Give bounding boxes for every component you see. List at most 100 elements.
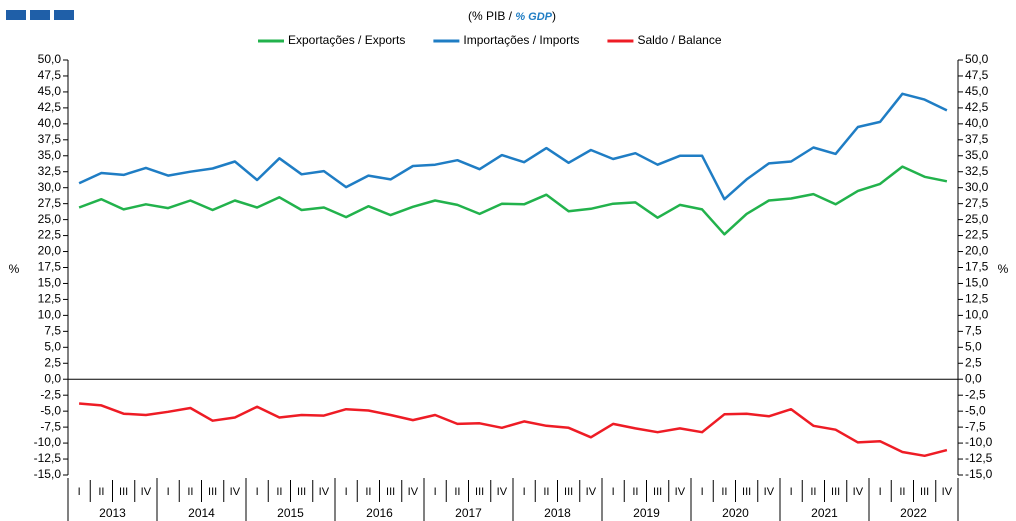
logo-block	[54, 10, 74, 20]
y2-tick-label: -7,5	[965, 419, 986, 433]
y-tick-label: 12,5	[38, 292, 62, 306]
y-tick-label: -2,5	[40, 387, 61, 401]
x-tick-label: II	[899, 486, 905, 498]
legend-label: Saldo / Balance	[637, 33, 721, 47]
x-tick-label: III	[475, 486, 484, 498]
y-tick-label: 0,0	[44, 371, 61, 385]
x-tick-label: IV	[764, 486, 775, 498]
x-tick-label: IV	[497, 486, 508, 498]
x-tick-label: II	[810, 486, 816, 498]
x-tick-label: IV	[230, 486, 241, 498]
y2-tick-label: 47,5	[965, 68, 989, 82]
x-tick-label: II	[365, 486, 371, 498]
x-tick-label: IV	[853, 486, 864, 498]
y-tick-label: 27,5	[38, 196, 62, 210]
x-tick-label: IV	[319, 486, 330, 498]
x-tick-label: II	[276, 486, 282, 498]
y-tick-label: 35,0	[38, 148, 62, 162]
y2-tick-label: -10,0	[965, 435, 993, 449]
y2-axis-label: %	[998, 262, 1009, 276]
x-tick-label: I	[790, 486, 793, 498]
year-label: 2021	[811, 506, 838, 520]
year-label: 2019	[633, 506, 660, 520]
series-line	[78, 402, 948, 458]
y-tick-label: 50,0	[38, 52, 62, 66]
series-line	[78, 92, 948, 201]
x-tick-label: III	[920, 486, 929, 498]
y-tick-label: 45,0	[38, 84, 62, 98]
x-tick-label: II	[632, 486, 638, 498]
y-tick-label: 17,5	[38, 260, 62, 274]
y-tick-label: 15,0	[38, 276, 62, 290]
y2-tick-label: 22,5	[965, 228, 989, 242]
x-tick-label: IV	[141, 486, 152, 498]
y2-tick-label: 37,5	[965, 132, 989, 146]
y2-tick-label: 45,0	[965, 84, 989, 98]
y-tick-label: 25,0	[38, 212, 62, 226]
y-tick-label: 40,0	[38, 116, 62, 130]
y-tick-label: 30,0	[38, 180, 62, 194]
x-tick-label: IV	[586, 486, 597, 498]
legend-label: Importações / Imports	[463, 33, 579, 47]
y-tick-label: -7,5	[40, 419, 61, 433]
x-tick-label: I	[612, 486, 615, 498]
x-tick-label: III	[297, 486, 306, 498]
year-label: 2014	[188, 506, 215, 520]
x-tick-label: IV	[942, 486, 953, 498]
y2-tick-label: 27,5	[965, 196, 989, 210]
y-tick-label: 42,5	[38, 100, 62, 114]
x-tick-label: II	[454, 486, 460, 498]
y-tick-label: -5,0	[40, 403, 61, 417]
x-tick-label: II	[187, 486, 193, 498]
x-tick-label: III	[119, 486, 128, 498]
x-tick-label: III	[386, 486, 395, 498]
y2-tick-label: 50,0	[965, 52, 989, 66]
x-tick-label: I	[523, 486, 526, 498]
year-label: 2015	[277, 506, 304, 520]
x-tick-label: III	[564, 486, 573, 498]
y-tick-label: -10,0	[34, 435, 62, 449]
year-label: 2018	[544, 506, 571, 520]
y-tick-label: 37,5	[38, 132, 62, 146]
x-tick-label: III	[208, 486, 217, 498]
y-tick-label: -12,5	[34, 451, 62, 465]
y2-tick-label: 32,5	[965, 164, 989, 178]
y2-tick-label: 12,5	[965, 292, 989, 306]
x-tick-label: IV	[675, 486, 686, 498]
x-tick-label: I	[879, 486, 882, 498]
y2-tick-label: 7,5	[965, 324, 982, 338]
y2-tick-label: 30,0	[965, 180, 989, 194]
y2-tick-label: -5,0	[965, 403, 986, 417]
y2-tick-label: 35,0	[965, 148, 989, 162]
x-tick-label: II	[98, 486, 104, 498]
y2-tick-label: 40,0	[965, 116, 989, 130]
y-axis-label: %	[9, 262, 20, 276]
y2-tick-label: 15,0	[965, 276, 989, 290]
year-label: 2016	[366, 506, 393, 520]
x-tick-label: I	[78, 486, 81, 498]
subtitle: (% PIB / % GDP)	[468, 9, 556, 23]
subtitle-part: (% PIB /	[468, 9, 515, 23]
y2-tick-label: 25,0	[965, 212, 989, 226]
x-tick-label: I	[256, 486, 259, 498]
y2-tick-label: 0,0	[965, 371, 982, 385]
x-tick-label: II	[543, 486, 549, 498]
legend-label: Exportações / Exports	[288, 33, 405, 47]
y2-tick-label: 42,5	[965, 100, 989, 114]
y2-tick-label: 5,0	[965, 339, 982, 353]
logo-block	[6, 10, 26, 20]
x-tick-label: III	[653, 486, 662, 498]
y2-tick-label: 20,0	[965, 244, 989, 258]
x-tick-label: I	[345, 486, 348, 498]
x-tick-label: I	[434, 486, 437, 498]
year-label: 2017	[455, 506, 482, 520]
subtitle-part: )	[552, 9, 556, 23]
x-tick-label: I	[167, 486, 170, 498]
x-tick-label: IV	[408, 486, 419, 498]
y-tick-label: 22,5	[38, 228, 62, 242]
logo-block	[30, 10, 50, 20]
y-tick-label: 7,5	[44, 324, 61, 338]
year-label: 2022	[900, 506, 927, 520]
